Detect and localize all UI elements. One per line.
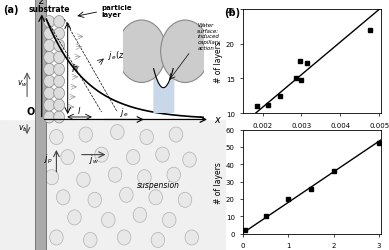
Circle shape [54, 40, 65, 52]
Circle shape [79, 128, 93, 142]
Circle shape [44, 28, 54, 40]
Text: $v_c$: $v_c$ [18, 123, 27, 134]
Text: $z$: $z$ [38, 0, 46, 6]
Circle shape [178, 192, 192, 208]
Circle shape [54, 76, 65, 88]
Circle shape [45, 170, 59, 185]
Circle shape [110, 125, 124, 140]
X-axis label: 1/Diameter (nm$^{-1}$): 1/Diameter (nm$^{-1}$) [275, 131, 349, 144]
Circle shape [102, 212, 115, 228]
Circle shape [54, 52, 65, 64]
Circle shape [54, 16, 65, 28]
Circle shape [77, 172, 90, 188]
Circle shape [50, 230, 63, 245]
Circle shape [56, 190, 70, 205]
Circle shape [61, 150, 74, 165]
Text: $j_w$: $j_w$ [89, 152, 99, 165]
Text: particle
layer: particle layer [102, 4, 132, 18]
Text: Water
surface:
induced
capillary
action: Water surface: induced capillary action [198, 23, 221, 51]
Circle shape [161, 21, 210, 83]
Circle shape [183, 152, 196, 168]
Text: $j_e(z)$: $j_e(z)$ [108, 48, 128, 62]
Circle shape [117, 230, 131, 245]
Circle shape [163, 212, 176, 228]
Circle shape [108, 168, 122, 182]
Text: $l$: $l$ [77, 105, 82, 116]
Text: $x$: $x$ [214, 115, 223, 125]
Circle shape [119, 188, 133, 202]
Text: O: O [27, 106, 35, 116]
Text: suspension: suspension [137, 180, 179, 190]
Circle shape [44, 76, 54, 88]
Circle shape [126, 150, 140, 165]
Text: $v_w$: $v_w$ [17, 78, 28, 88]
Text: (a): (a) [4, 4, 19, 15]
Circle shape [117, 21, 166, 83]
Circle shape [54, 64, 65, 76]
Circle shape [54, 112, 65, 124]
Circle shape [44, 64, 54, 76]
Circle shape [44, 112, 54, 124]
Circle shape [151, 232, 165, 248]
Circle shape [84, 232, 97, 248]
Circle shape [44, 100, 54, 112]
Circle shape [156, 148, 169, 162]
Text: $h$: $h$ [71, 62, 79, 74]
Circle shape [95, 148, 108, 162]
Circle shape [140, 130, 153, 145]
Circle shape [68, 210, 81, 225]
Circle shape [44, 52, 54, 64]
Circle shape [88, 192, 102, 208]
Circle shape [169, 128, 183, 142]
Circle shape [54, 100, 65, 112]
Circle shape [50, 130, 63, 145]
Text: substrate: substrate [29, 4, 70, 14]
Text: (b): (b) [224, 8, 240, 18]
Circle shape [44, 40, 54, 52]
Y-axis label: # of layers: # of layers [214, 41, 223, 83]
Y-axis label: # of layers: # of layers [214, 161, 223, 203]
Bar [35, 0, 46, 250]
Circle shape [167, 168, 180, 182]
Text: $j_p$: $j_p$ [44, 153, 53, 166]
Circle shape [138, 170, 151, 185]
Circle shape [54, 28, 65, 40]
Circle shape [54, 88, 65, 100]
Bar [0, 0, 226, 120]
Text: $j_e$: $j_e$ [120, 106, 128, 119]
Circle shape [133, 208, 147, 222]
Circle shape [44, 88, 54, 100]
Circle shape [185, 230, 198, 245]
Circle shape [44, 16, 54, 28]
Circle shape [149, 190, 163, 205]
